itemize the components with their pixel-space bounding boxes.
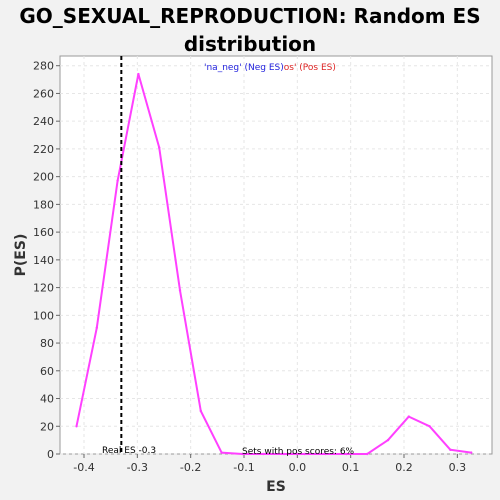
series-point: [199, 409, 202, 413]
series-group: [75, 72, 473, 456]
y-tick-label: 0: [47, 448, 54, 461]
y-tick-label: 60: [40, 365, 54, 378]
y-tick-label: 260: [33, 87, 54, 100]
y-tick-label: 140: [33, 254, 54, 267]
x-tick-label: -0.2: [180, 461, 201, 474]
series-point: [95, 326, 99, 330]
chart-title-line-2: distribution: [183, 32, 317, 56]
x-axis-label: ES: [266, 479, 286, 495]
series-point: [303, 452, 306, 456]
y-tick-label: 120: [33, 282, 54, 295]
y-axis-ticks: 0 20 40 60 80 100 120 140 160 180 200 220 240 260 280: [33, 60, 60, 461]
series-point: [366, 452, 369, 456]
series-point: [262, 452, 265, 456]
chart-title-line-1: GO_SEXUAL_REPRODUCTION: Random ES: [19, 4, 481, 28]
grid-lines: [60, 56, 492, 455]
y-tick-label: 180: [33, 198, 54, 211]
x-tick-label: -0.4: [73, 461, 94, 474]
series-point: [282, 452, 286, 456]
x-tick-label: 0.2: [395, 461, 413, 474]
series-point: [470, 451, 473, 454]
series-line: [75, 73, 472, 455]
chart-title: GO_SEXUAL_REPRODUCTION: Random ES distri…: [0, 2, 500, 58]
x-tick-label: 0.1: [342, 461, 360, 474]
legend-pos-entry: os' (Pos ES): [284, 63, 336, 73]
x-tick-label: 0.3: [449, 461, 467, 474]
series-point: [178, 289, 182, 292]
y-tick-label: 200: [33, 171, 54, 184]
real-es-label: Real ES -0.3: [102, 446, 156, 456]
y-tick-label: 20: [40, 420, 54, 433]
series-point: [428, 425, 431, 428]
x-tick-label: 0.0: [289, 461, 307, 474]
series-point: [158, 146, 161, 149]
series-point: [324, 452, 327, 456]
x-tick-label: -0.3: [127, 461, 148, 474]
series-point: [241, 452, 244, 456]
y-tick-label: 240: [33, 115, 54, 128]
pos-scores-annotation: Sets with pos scores: 6%: [242, 447, 355, 457]
series-point: [75, 425, 78, 428]
series-point: [449, 448, 452, 452]
series-point: [137, 72, 140, 76]
plot-area: [59, 55, 493, 455]
y-tick-label: 160: [33, 226, 54, 239]
series-point: [220, 451, 223, 454]
x-tick-label: -0.1: [233, 461, 254, 474]
x-axis-ticks: -0.4 -0.3 -0.2 -0.1 0.0 0.1 0.2 0.3: [73, 454, 466, 474]
legend-neg-entry: 'na_neg' (Neg ES): [204, 63, 284, 73]
y-tick-label: 220: [33, 143, 54, 156]
series-point: [116, 179, 119, 183]
legend: 'na_neg' (Neg ES)os' (Pos ES): [204, 63, 336, 73]
y-tick-label: 100: [33, 309, 54, 322]
y-axis-label: P(ES): [13, 234, 29, 277]
series-point: [407, 415, 410, 418]
series-point: [345, 452, 348, 456]
y-tick-label: 40: [40, 393, 54, 406]
series-point: [386, 438, 390, 442]
y-tick-label: 80: [40, 337, 54, 350]
y-tick-label: 280: [33, 60, 54, 73]
